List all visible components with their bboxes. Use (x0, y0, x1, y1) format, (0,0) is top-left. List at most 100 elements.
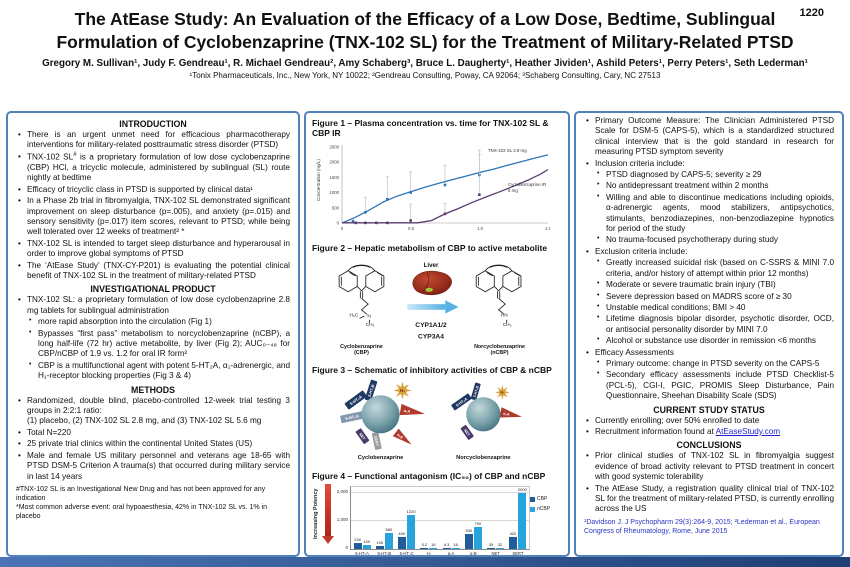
svg-text:5-HT₂B: 5-HT₂B (473, 385, 480, 398)
bullet-text: Primary Outcome Measure: The Clinician A… (595, 116, 834, 157)
middle-column: Figure 1 – Plasma concentration vs. time… (304, 111, 570, 557)
exclusion-sublist: Greatly increased suicidal risk (based o… (595, 258, 834, 346)
legend-label: CBP (537, 496, 548, 502)
bullet-text: (1) placebo, (2) TNX-102 SL 2.8 mg, and … (27, 416, 262, 426)
bar-wrap: 16 (429, 542, 438, 549)
bar-group: 420 2000 SERT (507, 486, 529, 555)
legend-label: nCBP (537, 506, 551, 512)
bar-group: 530 790 α₁B (462, 487, 484, 555)
svg-text:1.5: 1.5 (545, 226, 550, 231)
bar-value-label: 16 (431, 542, 436, 547)
svg-text:1000: 1000 (329, 190, 339, 195)
svg-text:α₁B: α₁B (396, 433, 404, 440)
bar-CBP (508, 537, 517, 549)
fig4-legend: CBP nCBP (530, 482, 562, 555)
figure2-metabolism-diagram: H₃C N CH₃ HN CH₃ (338, 262, 525, 356)
footnote-1: #TNX-102 SL is an Investigational New Dr… (16, 485, 266, 503)
fig4-potency-axis: Increasing Potency (312, 482, 336, 555)
figure1-title: Figure 1 – Plasma concentration vs. time… (312, 118, 549, 138)
bullet-item: In a Phase 2b trial in fibromyalgia, TNX… (16, 196, 290, 238)
bullet-text: TNX-102 SL: a proprietary formulation of… (27, 295, 290, 315)
bullet-item: TNX-102 SL: a proprietary formulation of… (16, 295, 290, 381)
svg-text:SERT: SERT (373, 436, 379, 447)
svg-text:5-HT₁A: 5-HT₁A (345, 413, 359, 421)
bar-wrap: 39 (487, 541, 496, 549)
fig1-series2-label: Cyclobenzaprine IR (508, 182, 546, 187)
fig1-ytick-labels: 0 500 1000 1500 2000 2500 (329, 145, 339, 226)
poster-number: 1220 (799, 7, 824, 19)
x-category-label: 5-HT₂B (377, 551, 392, 556)
svg-text:N: N (367, 313, 371, 319)
cbp-receptor-sphere: 5-HT₂B 5-HT₂A 5-HT₁A NET (340, 379, 425, 450)
bar-value-label: 39 (488, 541, 494, 547)
ncbp-swatch-icon (530, 506, 535, 512)
bullet-text: Severe depression based on MADRS score o… (606, 291, 792, 301)
bullet-item: The AtEase Study, a registration quality… (584, 484, 834, 515)
receptor-tag-alpha1b: α₁B (392, 428, 412, 445)
bar-value-label: 2000 (517, 486, 527, 492)
x-category-label: α₁A (447, 551, 455, 556)
references: ¹Davidson J. J Psychopharm 29(3):264-9, … (584, 518, 820, 535)
product-sublist: more rapid absorption into the circulati… (27, 317, 290, 381)
bar-nCBP (362, 545, 371, 549)
x-category-label: α₁B (470, 551, 477, 556)
footnote-marker: # (73, 151, 77, 158)
sub-bullet-item: Greatly increased suicidal risk (based o… (595, 258, 834, 279)
bullet-text: Alcohol or substance use disorder in rem… (606, 336, 817, 346)
figure4-title: Figure 4 – Functional antagonism (IC₅₀) … (312, 471, 546, 481)
bullet-item: Primary Outcome Measure: The Clinician A… (584, 116, 834, 158)
svg-text:0: 0 (337, 221, 340, 226)
bullet-item: The ‘AtEase Study’ (TNX-CY-P201) is eval… (16, 261, 290, 282)
bar-value-label: 440 (398, 530, 406, 536)
footnotes: #TNX-102 SL is an Investigational New Dr… (16, 485, 290, 521)
bullet-text: There is an urgent unmet need for effica… (27, 130, 290, 150)
bar-wrap: 420 (508, 532, 517, 549)
bar-wrap: 230 (353, 537, 362, 549)
bar-value-label: 140 (363, 539, 370, 545)
receptor-tag-net: NET (460, 424, 474, 440)
ncbp-amine-labels: HN CH₃ (501, 312, 512, 328)
receptor-tag-alpha1a: α₁A (499, 407, 522, 418)
receptor-tag-h1-starburst: H₁ (393, 381, 412, 400)
x-category-label: 5-HT₂C (399, 551, 414, 556)
svg-text:(CBP): (CBP) (354, 350, 369, 356)
bar-CBP (420, 548, 429, 549)
bar-CBP (464, 534, 473, 549)
svg-text:Cyclobenzaprine: Cyclobenzaprine (340, 344, 383, 350)
svg-text:(nCBP): (nCBP) (491, 350, 509, 356)
introduction-heading: INTRODUCTION (119, 119, 187, 129)
svg-text:5-HT₂A: 5-HT₂A (455, 397, 468, 408)
x-category-label: H₁ (426, 551, 432, 556)
bar-group: 440 1220 5-HT₂C (396, 487, 418, 555)
sub-bullet-item: Willing and able to discontinue medicati… (595, 193, 834, 235)
ncbp-receptor-sphere: 5-HT₂B 5-HT₂A NET H₁ (451, 382, 522, 440)
sub-bullet-item: Alcohol or substance use disorder in rem… (595, 336, 834, 346)
ncbp-structure (475, 264, 522, 324)
bullet-text: Secondary efficacy assessments include P… (606, 370, 834, 401)
bullet-item: Exclusion criteria include: Greatly incr… (584, 247, 834, 347)
bullet-item: Efficacy of tricyclic class in PTSD is s… (16, 185, 290, 196)
bullet-text: Greatly increased suicidal risk (based o… (606, 258, 834, 278)
bullet-text: 25 private trial clinics within the cont… (27, 439, 253, 449)
bar-wrap: 4.3 (442, 543, 451, 549)
svg-text:1500: 1500 (329, 175, 339, 180)
liver-label: Liver (424, 262, 439, 269)
x-category-label: 5-HT₂A (355, 551, 369, 556)
gridline (351, 519, 529, 521)
bar-CBP (487, 547, 496, 549)
bar-nCBP (407, 514, 416, 549)
svg-text:Norcyclobenzaprine: Norcyclobenzaprine (474, 344, 525, 350)
atease-study-link[interactable]: AtEaseStudy.com (715, 426, 781, 436)
svg-text:H₃C: H₃C (349, 312, 358, 318)
bar-wrap: 32 (496, 543, 505, 549)
bar-wrap: 580 (384, 527, 393, 549)
bar-wrap: 530 (464, 529, 473, 549)
figure3-title: Figure 3 – Schematic of inhibitory activ… (312, 365, 552, 375)
bullet-text: Inclusion criteria include: (595, 158, 685, 168)
bar-group: 39 32 NET (485, 487, 507, 555)
receptor-tag-5ht2b: 5-HT₂B (470, 382, 481, 401)
bar-wrap: 440 (397, 530, 406, 549)
bar-wrap: 2000 (517, 486, 527, 549)
receptor-tag-net: NET (355, 428, 370, 444)
bar-group: 230 140 5-HT₂A (351, 487, 373, 555)
